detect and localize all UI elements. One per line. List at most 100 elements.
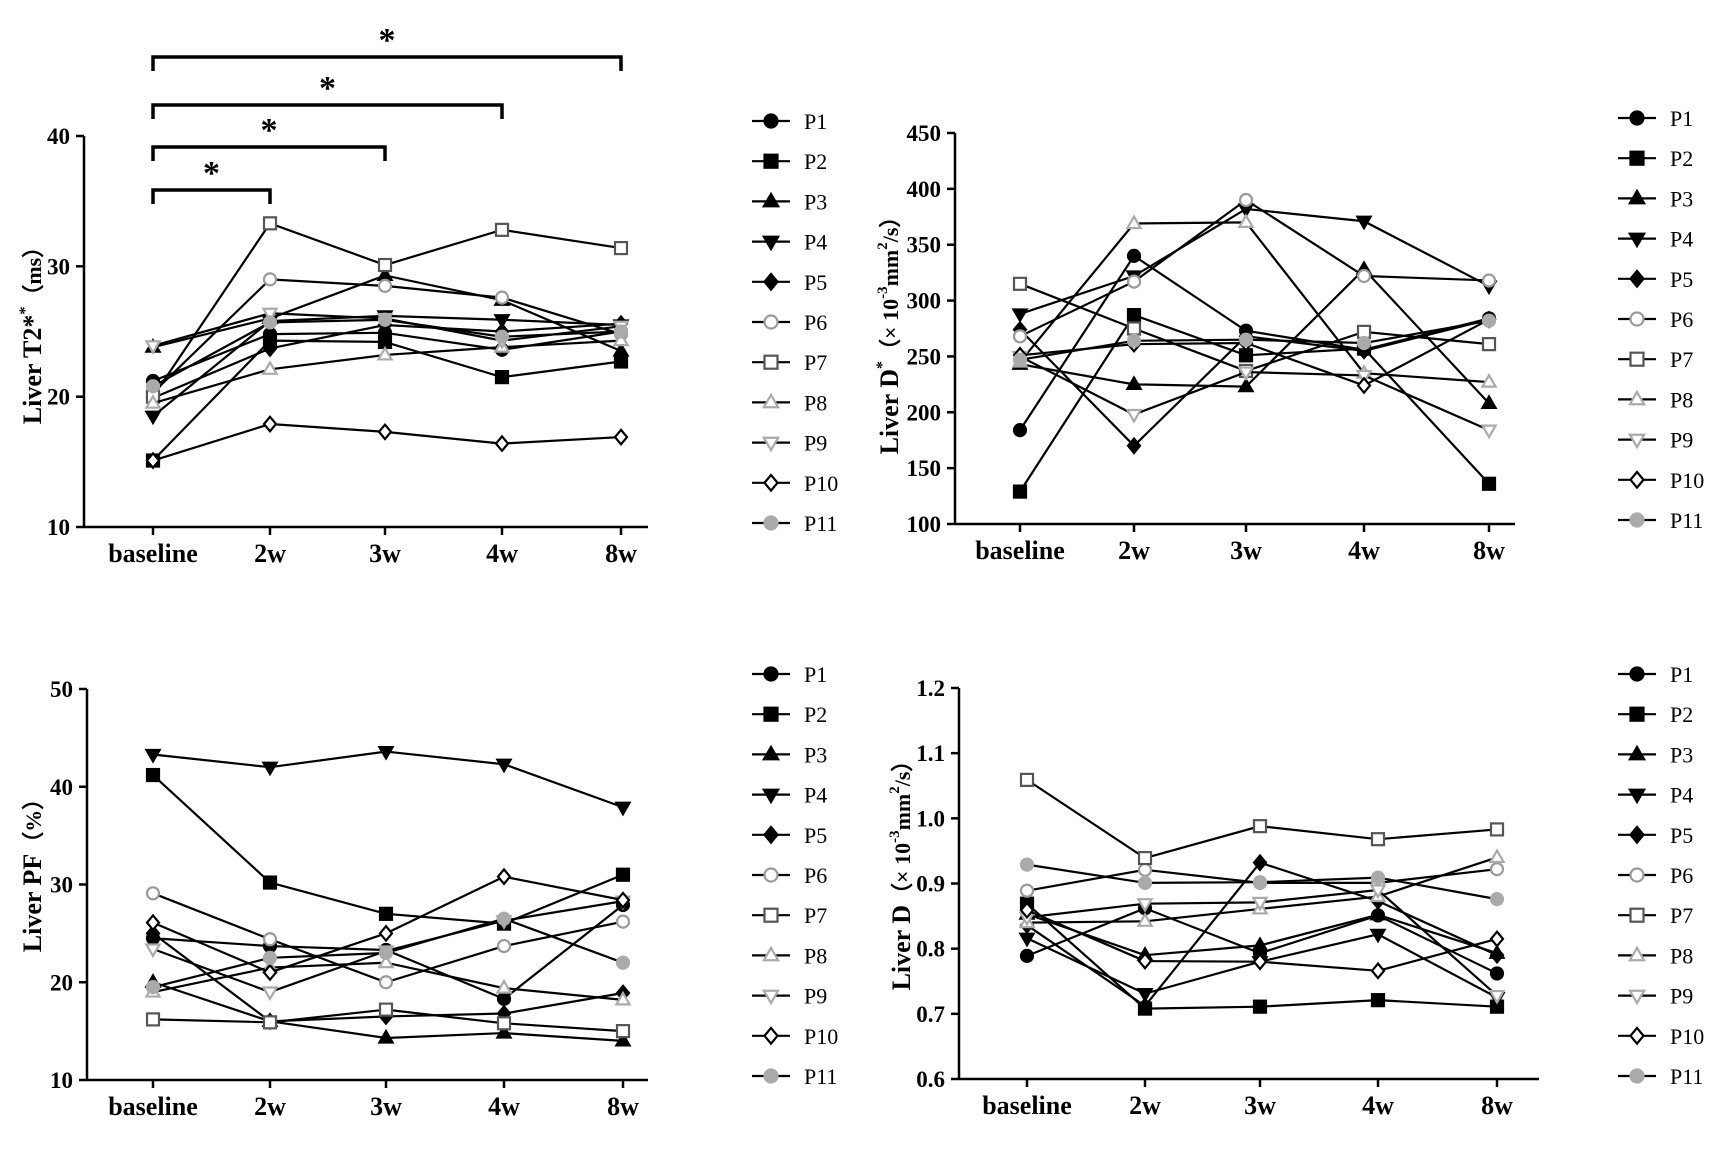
data-point [496,1016,512,1031]
data-point [1126,321,1142,336]
data-point [376,345,394,361]
series-P10 [1019,901,1505,980]
data-point [1125,375,1143,390]
legend-item: P2 [752,149,827,174]
legend-marker [763,825,779,845]
data-point [496,911,512,926]
legend-marker [1627,188,1647,205]
series-P7 [145,216,629,404]
data-point [377,745,395,761]
data-point [613,354,629,369]
data-point [1369,905,1387,921]
legend-item: P6 [1618,307,1693,332]
legend-label: P9 [804,984,827,1009]
data-point [613,324,629,339]
x-tick-label: 4w [486,539,518,568]
x-tick-label: 2w [254,539,286,568]
data-point [1489,892,1505,907]
data-point [1012,423,1028,438]
x-tick-label: baseline [108,1092,198,1121]
series-P2 [145,767,631,931]
legend-marker [761,392,781,409]
x-tick-label: 3w [370,1092,402,1121]
legend-marker [1629,825,1645,845]
series-P4 [1011,203,1498,324]
legend-marker [763,515,779,531]
data-point [496,938,512,954]
y-tick-label: 20 [50,970,73,995]
legend-label: P4 [804,230,827,255]
data-point [1356,376,1372,395]
data-point [145,886,161,901]
data-point [1237,377,1255,393]
data-point [262,216,278,231]
legend-marker [761,744,781,761]
y-tick-label: 1.1 [916,741,945,766]
x-tick-label: 4w [1362,1091,1394,1120]
chart-d: 0.6 0.7 0.8 0.9 1.0 1.1 1.2 baseline 2w 3w 4w 8w Liv… [887,662,1704,1120]
legend-marker [761,436,781,453]
data-point [378,1002,394,1017]
significance-bracket: * [151,22,623,71]
data-point [495,979,513,994]
y-axis-label: Liver PF（%） [18,788,47,952]
legend-item: P9 [1618,984,1693,1009]
legend-label: P9 [804,431,827,456]
legend-item: P9 [752,984,827,1009]
data-point [262,963,278,982]
data-point [494,329,510,344]
data-point [614,801,632,817]
data-point [262,932,278,947]
legend-item: P6 [1618,863,1693,888]
legend-label: P10 [804,471,838,496]
legend-marker [763,314,779,330]
x-tick-label: 8w [607,1092,639,1121]
series-P10 [145,867,631,982]
data-point [493,314,511,329]
legend-item: P11 [1618,1064,1703,1089]
bracket-line [151,145,387,161]
x-tick-label: baseline [975,536,1065,565]
legend-marker [1627,389,1647,406]
data-point [615,1024,631,1039]
series-P9 [1011,350,1498,440]
legend-label: P10 [804,1024,838,1049]
data-point [495,1023,513,1039]
legend-label: P8 [1670,387,1693,412]
data-point [615,867,631,882]
data-point [1355,215,1373,231]
significance-star: * [319,70,336,107]
legend-item: P3 [1618,186,1693,211]
legend-label: P5 [1670,267,1693,292]
data-point [1356,335,1372,351]
legend-marker [763,1026,779,1046]
legend-item: P3 [752,742,827,767]
y-tick-label: 250 [907,344,942,369]
data-point [494,222,510,237]
legend-item: P8 [752,943,827,968]
legend-label: P8 [1670,943,1693,968]
y-tick-label: 40 [47,124,70,149]
data-point [145,767,161,783]
legend-label: P5 [804,823,827,848]
y-tick-label: 0.8 [916,937,945,962]
chart-t2: 10 20 30 40 baseline 2w 3w 4w 8w Liver T2**（ms） P1… [17,22,838,568]
legend-marker [1629,1026,1645,1046]
legend-marker [1629,666,1645,682]
series-P8 [144,331,630,409]
legend-marker [1629,867,1645,883]
data-point [1489,966,1505,981]
series-P6 [1012,192,1497,344]
data-point [1252,952,1268,971]
data-point [1488,989,1506,1005]
significance-star: * [203,155,220,192]
significance-star: * [261,112,278,149]
legend-label: P11 [804,1064,837,1089]
y-tick-label: 30 [47,254,70,279]
data-point [145,980,161,995]
legend-marker [763,907,779,923]
data-point [1480,394,1498,409]
chart-dstar: 100 150 200 250 300 350 400 450 baseline 2w 3w 4w 8w… [874,106,1704,565]
legend-label: P11 [1670,1064,1703,1089]
data-point [614,1031,632,1047]
